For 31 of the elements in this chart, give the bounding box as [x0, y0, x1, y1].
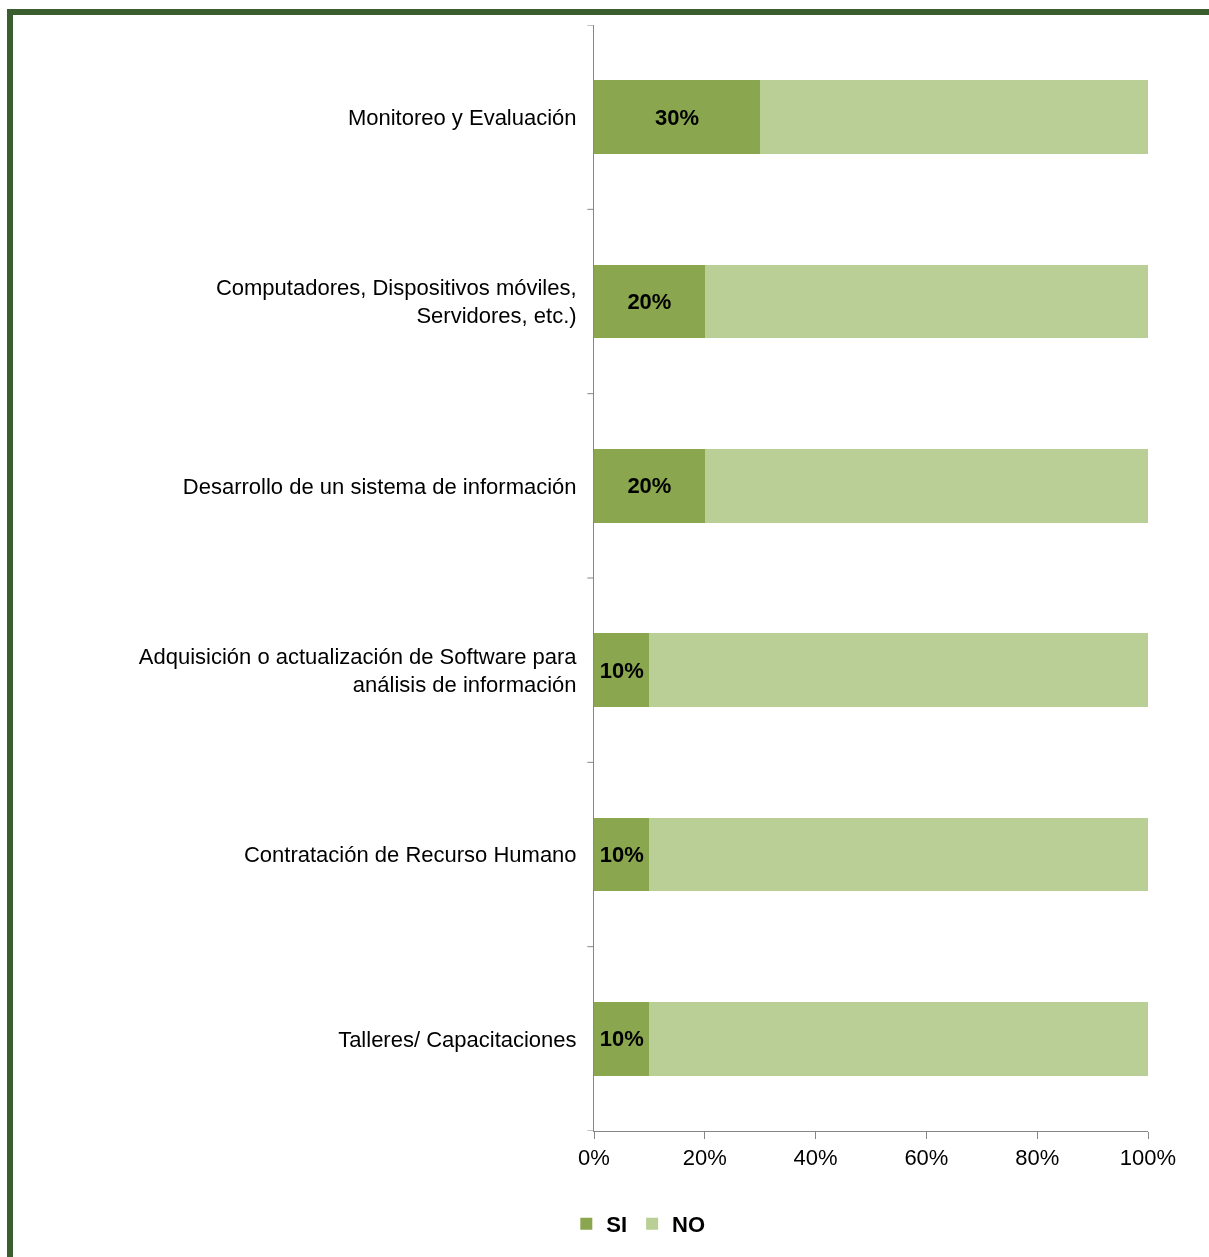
- bar: [594, 633, 650, 708]
- legend-label: SI: [606, 1212, 628, 1238]
- x-tick-label: 60%: [904, 1145, 949, 1171]
- bar: [760, 80, 1148, 155]
- bar: [649, 817, 1148, 892]
- y-tick-label: Desarrollo de un sistema de información: [182, 473, 577, 499]
- x-tick-label: 0%: [578, 1145, 610, 1171]
- x-tick-label: 80%: [1015, 1145, 1060, 1171]
- bar: [594, 1001, 650, 1076]
- bar: [704, 264, 1148, 339]
- data-label: 10%: [599, 1026, 644, 1052]
- x-tick-label: 20%: [682, 1145, 727, 1171]
- y-tick-label: Adquisición o actualización de Software para análisis de información: [138, 643, 578, 698]
- bar: [594, 448, 705, 523]
- bar: [704, 448, 1148, 523]
- bar: [594, 264, 705, 339]
- y-tick-label: Monitoreo y Evaluación: [347, 104, 577, 130]
- y-tick-label: Computadores, Dispositivos móviles, Servidores, etc.): [215, 274, 577, 329]
- y-tick-label: Contratación de Recurso Humano: [243, 842, 577, 868]
- y-tick-label: Talleres/ Capacitaciones: [338, 1026, 577, 1052]
- data-label: 20%: [627, 289, 672, 314]
- bar: [649, 633, 1148, 708]
- x-tick-label: 40%: [793, 1145, 838, 1171]
- legend-label: NO: [672, 1212, 706, 1238]
- data-label: 10%: [599, 657, 644, 683]
- data-label: 20%: [627, 473, 672, 499]
- bar: [649, 1001, 1148, 1076]
- data-label: 30%: [655, 104, 700, 130]
- data-label: 10%: [599, 842, 644, 867]
- x-tick-label: 100%: [1119, 1145, 1177, 1171]
- bar: [594, 80, 761, 155]
